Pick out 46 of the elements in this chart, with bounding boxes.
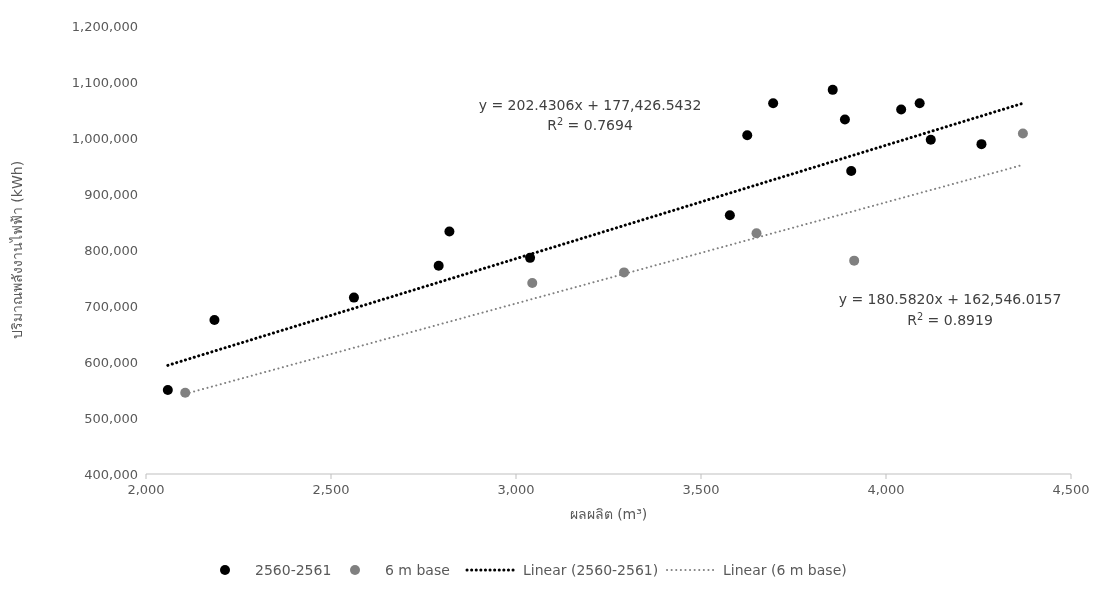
y-tick-label: 1,000,000	[71, 130, 138, 146]
point	[724, 210, 735, 221]
point	[896, 104, 907, 115]
annotation: y = 180.5820x + 162,546.0157	[838, 291, 1062, 307]
y-tick-label: 900,000	[84, 186, 138, 202]
x-tick-label: 4,500	[1052, 482, 1090, 497]
point	[827, 84, 838, 95]
x-tick-label: 3,500	[682, 482, 720, 497]
point	[849, 255, 860, 266]
x-tick-label: 3,000	[497, 482, 535, 497]
point	[619, 267, 630, 278]
point	[846, 166, 857, 177]
annotation: R$^{2}$ = 0.7694	[547, 115, 633, 133]
x-tick-label: 4,000	[867, 482, 905, 497]
point	[925, 134, 936, 145]
legend-label: Linear (6 m base)	[723, 562, 847, 578]
point	[976, 139, 987, 150]
point	[209, 315, 220, 325]
point	[839, 114, 850, 125]
point	[444, 226, 455, 237]
legend-label: Linear (2560-2561)	[523, 562, 659, 578]
point	[527, 278, 538, 289]
x-axis-title: ผลผลิต (m³)	[569, 506, 648, 522]
point	[1017, 128, 1028, 139]
y-tick-label: 400,000	[84, 466, 138, 482]
x-tick-label: 2,000	[127, 482, 165, 497]
annotation: y = 202.4306x + 177,426.5432	[478, 97, 702, 113]
point	[751, 228, 762, 239]
y-tick-label: 500,000	[84, 410, 138, 426]
point	[768, 98, 779, 109]
y-axis-title: ปริมาณพลังงานไฟฟ้า (kWh)	[9, 160, 25, 340]
point	[914, 98, 925, 109]
point	[162, 385, 173, 395]
x-tick-label: 2,500	[312, 482, 350, 497]
annotation: R$^{2}$ = 0.8919	[907, 310, 993, 328]
legend-label: 6 m base	[385, 562, 450, 578]
point	[180, 387, 191, 398]
y-tick-label: 600,000	[84, 354, 138, 370]
y-tick-label: 800,000	[84, 242, 138, 258]
point	[348, 292, 359, 303]
point	[742, 130, 753, 141]
y-tick-label: 1,100,000	[71, 74, 138, 90]
y-tick-label: 700,000	[84, 298, 138, 314]
y-tick-label: 1,200,000	[71, 18, 138, 34]
legend-label: 2560-2561	[255, 562, 332, 578]
point	[433, 260, 444, 271]
